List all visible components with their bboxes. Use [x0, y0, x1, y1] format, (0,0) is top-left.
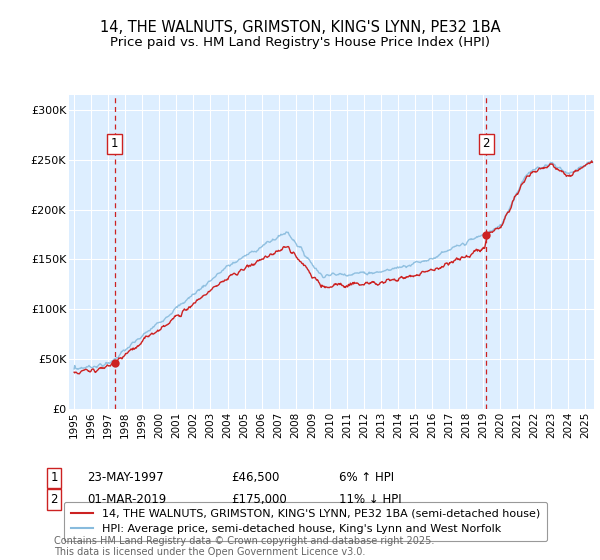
Text: 14, THE WALNUTS, GRIMSTON, KING'S LYNN, PE32 1BA: 14, THE WALNUTS, GRIMSTON, KING'S LYNN, … — [100, 20, 500, 35]
Text: 1: 1 — [50, 471, 58, 484]
Text: Contains HM Land Registry data © Crown copyright and database right 2025.
This d: Contains HM Land Registry data © Crown c… — [54, 535, 434, 557]
Text: £46,500: £46,500 — [231, 471, 280, 484]
Text: £175,000: £175,000 — [231, 493, 287, 506]
Legend: 14, THE WALNUTS, GRIMSTON, KING'S LYNN, PE32 1BA (semi-detached house), HPI: Ave: 14, THE WALNUTS, GRIMSTON, KING'S LYNN, … — [64, 502, 547, 541]
Text: 1: 1 — [111, 137, 119, 150]
Text: 2: 2 — [482, 137, 490, 150]
Text: 6% ↑ HPI: 6% ↑ HPI — [339, 471, 394, 484]
Text: 11% ↓ HPI: 11% ↓ HPI — [339, 493, 401, 506]
Text: Price paid vs. HM Land Registry's House Price Index (HPI): Price paid vs. HM Land Registry's House … — [110, 36, 490, 49]
Text: 01-MAR-2019: 01-MAR-2019 — [87, 493, 166, 506]
Text: 2: 2 — [50, 493, 58, 506]
Text: 23-MAY-1997: 23-MAY-1997 — [87, 471, 164, 484]
